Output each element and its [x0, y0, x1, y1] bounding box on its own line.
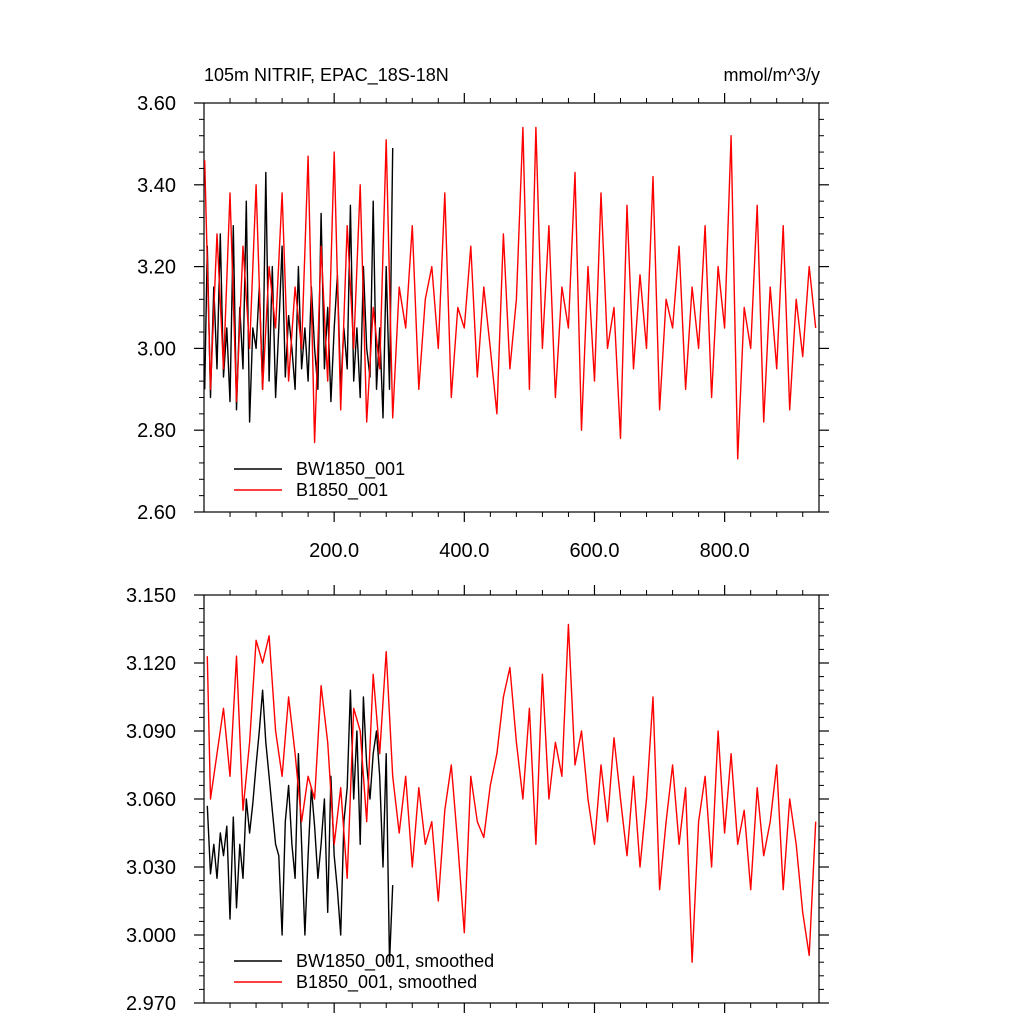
bottom-y-tick-label: 3.060 [126, 789, 176, 811]
bottom-y-tick-label: 3.000 [126, 925, 176, 947]
top-x-tick-labels: 200.0 400.0 600.0 800.0 [309, 540, 750, 562]
top-y-tick-label: 2.60 [137, 502, 176, 524]
top-legend-label: BW1850_001 [296, 459, 405, 480]
bottom-y-tick-label: 2.970 [126, 993, 176, 1015]
bottom-legend-label: B1850_001, smoothed [296, 972, 477, 993]
bottom-y-tick-labels: 2.970 3.000 3.030 3.060 3.090 3.120 3.150 [126, 585, 176, 1015]
bottom-series-line [206, 623, 817, 963]
top-y-tick-label: 3.60 [137, 93, 176, 115]
bottom-series-lines [206, 623, 817, 963]
bottom-y-tick-label: 3.120 [126, 653, 176, 675]
top-x-tick-label: 200.0 [309, 540, 359, 562]
top-y-tick-label: 3.20 [137, 257, 176, 279]
bottom-axis-ticks [194, 585, 829, 1013]
top-series-line [204, 126, 817, 460]
top-x-tick-label: 400.0 [439, 540, 489, 562]
top-x-tick-label: 800.0 [700, 540, 750, 562]
top-axis-ticks [194, 93, 829, 522]
bottom-legend-label: BW1850_001, smoothed [296, 951, 494, 972]
bottom-y-tick-label: 3.090 [126, 721, 176, 743]
top-y-tick-label: 3.00 [137, 338, 176, 360]
bottom-plot-panel: 2.970 3.000 3.030 3.060 3.090 3.120 3.150 BW18… [126, 585, 829, 1015]
top-plot-frame [203, 102, 820, 513]
bottom-y-tick-label: 3.030 [126, 857, 176, 879]
top-plot-panel: 2.60 2.80 3.00 3.20 3.40 3.60 200.0 400.0 600.0… [137, 93, 829, 562]
units-label: mmol/m^3/y [724, 65, 820, 85]
top-legend-label: B1850_001 [296, 480, 388, 501]
top-series-lines [204, 126, 817, 460]
bottom-series-line [206, 689, 394, 963]
top-x-tick-label: 600.0 [569, 540, 619, 562]
chart-title: 105m NITRIF, EPAC_18S-18N [204, 65, 449, 86]
top-y-tick-label: 2.80 [137, 420, 176, 442]
top-y-tick-label: 3.40 [137, 175, 176, 197]
bottom-y-tick-label: 3.150 [126, 585, 176, 607]
top-y-tick-labels: 2.60 2.80 3.00 3.20 3.40 3.60 [137, 93, 176, 524]
